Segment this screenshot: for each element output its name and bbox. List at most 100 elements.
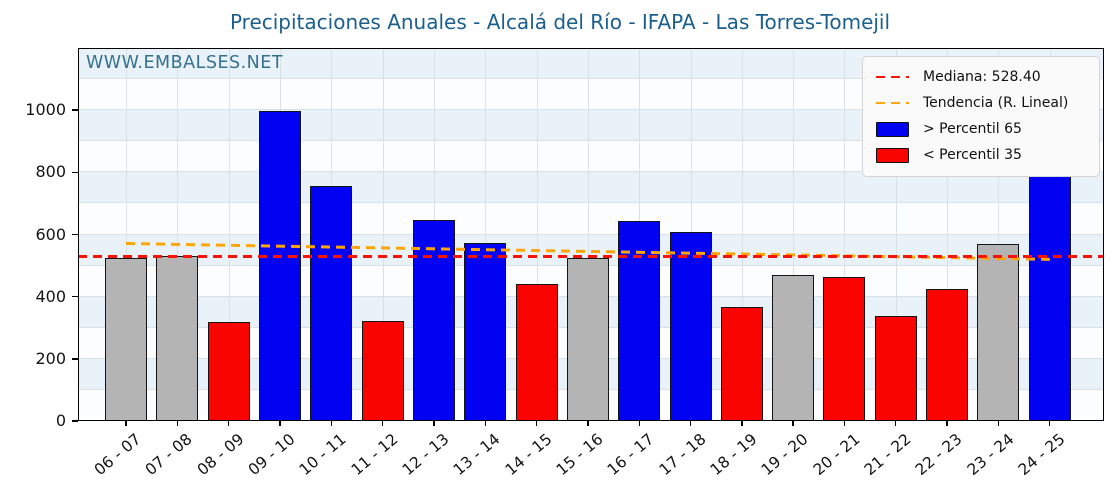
vertical-gridline (177, 48, 179, 421)
y-tick-mark (72, 295, 78, 298)
x-tick-label-text: 20 - 21 (809, 430, 864, 480)
bar-14-15 (515, 284, 558, 421)
x-tick-label-text: 11 - 12 (347, 430, 402, 480)
bar-16-17 (618, 221, 661, 421)
horizontal-gridline (78, 109, 1104, 111)
legend-item: Tendencia (R. Lineal) (873, 90, 1089, 116)
background-band (78, 203, 1104, 235)
legend-item: Mediana: 528.40 (873, 64, 1089, 90)
vertical-gridline (485, 48, 487, 421)
x-tick-label-text: 07 - 08 (142, 430, 196, 480)
x-tick-mark (484, 421, 486, 426)
bar-22-23 (926, 289, 969, 421)
x-tick-label-text: 10 - 11 (296, 430, 350, 480)
x-tick-mark (792, 421, 794, 426)
y-tick-mark (72, 171, 78, 174)
x-tick-mark (176, 421, 178, 426)
x-tick-label-text: 17 - 18 (655, 430, 710, 480)
vertical-gridline (998, 48, 1000, 421)
vertical-gridline (844, 48, 846, 421)
horizontal-gridline (78, 233, 1104, 235)
y-tick-mark (72, 109, 78, 111)
legend-label: > Percentil 65 (923, 121, 1022, 137)
y-tick-label: 1000 (25, 100, 66, 120)
bar-08-09 (207, 321, 250, 421)
vertical-gridline (382, 48, 384, 421)
x-tick-label-text: 16 - 17 (604, 430, 658, 480)
legend-item: < Percentil 35 (873, 142, 1089, 168)
x-tick-mark (330, 421, 332, 426)
bar-06-07 (105, 257, 147, 421)
background-band (78, 172, 1104, 204)
vertical-gridline (895, 48, 897, 421)
y-tick-mark (72, 420, 78, 422)
x-tick-mark (946, 421, 948, 426)
bar-24-25 (1028, 161, 1072, 421)
x-tick-label-text: 23 - 24 (963, 430, 1018, 480)
vertical-gridline (126, 48, 127, 421)
x-tick-mark (125, 421, 127, 426)
x-tick-label-text: 15 - 16 (552, 430, 607, 480)
horizontal-gridline (78, 202, 1104, 204)
x-tick-mark (689, 421, 692, 426)
x-tick-label-text: 08 - 09 (193, 430, 248, 480)
legend-line-swatch (876, 75, 909, 79)
legend-label: Tendencia (R. Lineal) (923, 95, 1069, 111)
median-line (78, 255, 1104, 259)
y-tick-label: 400 (35, 286, 66, 306)
x-tick-label-text: 13 - 14 (450, 430, 504, 480)
bar-10-11 (310, 186, 353, 421)
x-tick-mark (587, 421, 589, 426)
y-tick-label: 200 (35, 348, 66, 368)
bar-11-12 (361, 320, 404, 421)
vertical-gridline (536, 48, 538, 421)
y-tick-label: 0 (55, 411, 66, 430)
x-tick-mark (895, 421, 897, 426)
x-tick-label-text: 19 - 20 (758, 430, 812, 480)
x-tick-mark (843, 421, 846, 426)
x-tick-mark (638, 421, 640, 426)
vertical-gridline (741, 48, 743, 421)
x-tick-label-text: 12 - 13 (398, 430, 453, 480)
legend-label: Mediana: 528.40 (923, 69, 1041, 85)
vertical-gridline (228, 48, 230, 421)
y-tick-mark (72, 233, 78, 236)
bar-07-08 (156, 256, 199, 421)
bar-17-18 (669, 232, 712, 421)
legend: Mediana: 528.40 Tendencia (R. Lineal) > Pe… (862, 56, 1100, 177)
x-tick-mark (535, 421, 538, 426)
x-tick-label-text: 18 - 19 (706, 430, 761, 480)
legend-patch-swatch (876, 147, 909, 163)
x-tick-mark (997, 421, 1000, 426)
x-tick-label-text: 06 - 07 (90, 430, 145, 480)
horizontal-gridline (78, 140, 1104, 142)
legend-patch-swatch (876, 121, 909, 137)
bar-13-14 (464, 242, 507, 421)
bar-19-20 (772, 274, 815, 421)
chart-title: Precipitaciones Anuales - Alcalá del Río… (229, 10, 891, 34)
bar-12-13 (412, 220, 455, 421)
x-tick-label-text: 21 - 22 (860, 430, 915, 480)
y-tick-label: 600 (35, 224, 66, 244)
x-tick-mark (279, 421, 281, 426)
x-tick-label-text: 24 - 25 (1014, 430, 1069, 480)
bar-18-19 (720, 307, 763, 421)
x-tick-mark (433, 421, 435, 426)
bar-23-24 (977, 244, 1020, 421)
bar-21-22 (874, 315, 917, 421)
y-tick-mark (72, 358, 78, 360)
vertical-gridline (587, 48, 589, 421)
watermark: WWW.EMBALSES.NET (86, 53, 284, 73)
horizontal-gridline (78, 171, 1104, 173)
legend-label: < Percentil 35 (923, 147, 1022, 163)
bar-15-16 (566, 257, 609, 421)
x-tick-label-text: 14 - 15 (501, 430, 556, 480)
horizontal-gridline (78, 78, 1104, 80)
bar-09-10 (258, 111, 301, 421)
x-tick-mark (1049, 421, 1051, 426)
bar-20-21 (823, 276, 866, 421)
x-tick-label-text: 22 - 23 (912, 430, 966, 480)
x-tick-label-text: 09 - 10 (244, 430, 299, 480)
vertical-gridline (793, 48, 795, 421)
